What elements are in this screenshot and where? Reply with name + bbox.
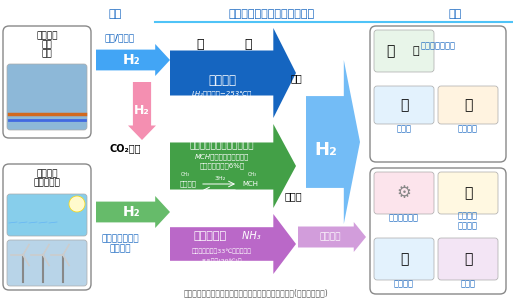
Text: 水素製造: 水素製造 bbox=[109, 244, 131, 253]
Text: 利用: 利用 bbox=[448, 9, 462, 19]
Text: 🔋: 🔋 bbox=[400, 252, 408, 266]
FancyBboxPatch shape bbox=[3, 26, 91, 138]
Text: 工業炉: 工業炉 bbox=[461, 279, 476, 288]
Text: 気化: 気化 bbox=[290, 73, 302, 83]
Polygon shape bbox=[170, 214, 296, 274]
Text: 燃料電池: 燃料電池 bbox=[394, 279, 414, 288]
FancyBboxPatch shape bbox=[438, 172, 498, 214]
Text: 脱水素: 脱水素 bbox=[284, 191, 302, 201]
Text: 発電混焼: 発電混焼 bbox=[458, 221, 478, 231]
Polygon shape bbox=[170, 28, 296, 118]
Text: 8.5気圧(20℃)）: 8.5気圧(20℃)） bbox=[202, 258, 242, 264]
Text: LH₂（液化：−253℃）: LH₂（液化：−253℃） bbox=[192, 91, 252, 97]
Text: 🏭: 🏭 bbox=[464, 252, 472, 266]
Text: 燃料電池自動車: 燃料電池自動車 bbox=[421, 42, 456, 51]
Text: MCH（常温常圧で液体）: MCH（常温常圧で液体） bbox=[195, 154, 249, 160]
FancyBboxPatch shape bbox=[374, 86, 434, 124]
Text: 電気・熱による: 電気・熱による bbox=[101, 234, 139, 243]
Text: CH₃: CH₃ bbox=[181, 171, 190, 177]
FancyBboxPatch shape bbox=[374, 30, 434, 72]
Text: 🔌: 🔌 bbox=[464, 98, 472, 112]
Polygon shape bbox=[170, 124, 296, 208]
Text: 🚢: 🚢 bbox=[196, 38, 204, 51]
Text: CH₃: CH₃ bbox=[247, 171, 256, 177]
FancyBboxPatch shape bbox=[3, 164, 91, 290]
FancyBboxPatch shape bbox=[7, 240, 87, 286]
Polygon shape bbox=[96, 196, 170, 228]
Text: H₂: H₂ bbox=[134, 105, 150, 118]
Text: 輸送（エネルギーキャリア）: 輸送（エネルギーキャリア） bbox=[229, 9, 315, 19]
FancyBboxPatch shape bbox=[370, 168, 506, 294]
Text: 発　電: 発 電 bbox=[397, 125, 411, 134]
FancyBboxPatch shape bbox=[438, 238, 498, 280]
Text: 3H₂: 3H₂ bbox=[214, 177, 226, 181]
Text: ガスタービン: ガスタービン bbox=[389, 214, 419, 222]
Text: 液化水素: 液化水素 bbox=[208, 74, 236, 86]
Text: 🚌: 🚌 bbox=[386, 44, 394, 58]
Text: H₂: H₂ bbox=[314, 141, 338, 159]
Text: 製造: 製造 bbox=[108, 9, 122, 19]
Circle shape bbox=[69, 196, 85, 212]
Text: アンモニア: アンモニア bbox=[193, 231, 227, 241]
Text: 🚗: 🚗 bbox=[412, 46, 419, 56]
Text: 改質/ガス化: 改質/ガス化 bbox=[105, 33, 135, 42]
Text: 石炭火力: 石炭火力 bbox=[458, 211, 478, 221]
Text: NH₃: NH₃ bbox=[239, 231, 261, 241]
Text: トルエン: トルエン bbox=[180, 181, 196, 187]
Text: 🔥: 🔥 bbox=[464, 186, 472, 200]
Polygon shape bbox=[128, 82, 156, 140]
Text: エネルギー: エネルギー bbox=[33, 178, 61, 187]
Text: 石炭: 石炭 bbox=[42, 49, 52, 58]
Text: （メチルシクロヘキサン）: （メチルシクロヘキサン） bbox=[190, 142, 254, 151]
FancyBboxPatch shape bbox=[370, 26, 506, 162]
Text: CO₂固定: CO₂固定 bbox=[109, 143, 141, 153]
Text: 直接利用: 直接利用 bbox=[319, 232, 341, 241]
Text: 天然ガス: 天然ガス bbox=[36, 31, 58, 40]
Text: MCH: MCH bbox=[242, 181, 258, 187]
Text: 図１　海外での大量の水素の製造と日本への輸送法　(資料：内閣府): 図１ 海外での大量の水素の製造と日本への輸送法 (資料：内閣府) bbox=[184, 288, 328, 297]
FancyBboxPatch shape bbox=[7, 194, 87, 236]
Text: H₂: H₂ bbox=[123, 205, 141, 219]
Polygon shape bbox=[96, 44, 170, 76]
Polygon shape bbox=[306, 60, 360, 224]
FancyBboxPatch shape bbox=[374, 172, 434, 214]
Text: 有機ハイドライド: 有機ハイドライド bbox=[199, 131, 246, 141]
Text: ⚙: ⚙ bbox=[397, 184, 411, 202]
Text: H₂: H₂ bbox=[123, 53, 141, 67]
FancyBboxPatch shape bbox=[7, 64, 87, 130]
FancyBboxPatch shape bbox=[374, 238, 434, 280]
Text: 石油: 石油 bbox=[42, 40, 52, 49]
Text: （液化：常圧－33℃かもしくは: （液化：常圧－33℃かもしくは bbox=[192, 248, 252, 254]
Polygon shape bbox=[298, 222, 366, 252]
Text: 燃料電池: 燃料電池 bbox=[458, 125, 478, 134]
Text: （水素輸送重量6%）: （水素輸送重量6%） bbox=[200, 163, 245, 169]
Text: 🔋: 🔋 bbox=[400, 98, 408, 112]
Text: 🚛: 🚛 bbox=[244, 38, 252, 51]
Text: 再生可能: 再生可能 bbox=[36, 169, 58, 178]
FancyBboxPatch shape bbox=[438, 86, 498, 124]
